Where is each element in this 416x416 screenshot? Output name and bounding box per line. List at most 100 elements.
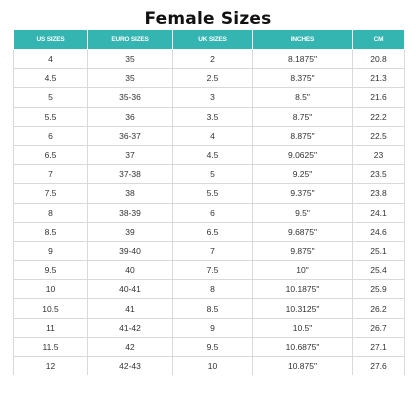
- inches-cell: 9.6875": [252, 221, 353, 242]
- uk-size-cell: 4.5: [172, 144, 253, 166]
- table-header: US SIZES EURO SIZES UK SIZES INCHES CM: [13, 29, 405, 50]
- us-size-cell: 10.5: [13, 298, 88, 319]
- table-row: 10 40-41 8 10.1875" 25.9: [13, 279, 405, 300]
- table-row: 5.5 36 3.5 8.75" 22.2: [13, 106, 405, 127]
- us-size-cell: 10: [13, 279, 88, 300]
- cm-cell: 25.1: [352, 240, 405, 262]
- us-size-cell: 11: [13, 317, 88, 338]
- size-chart-table: US SIZES EURO SIZES UK SIZES INCHES CM 4…: [13, 29, 405, 376]
- table-body: 4 35 2 8.1875" 20.8 4.5 35 2.5 8.375" 21.3 5 35-36 3…: [13, 48, 405, 376]
- table-row: 9 39-40 7 9.875" 25.1: [13, 240, 405, 262]
- euro-size-cell: 38-39: [87, 202, 173, 223]
- inches-cell: 9.25": [252, 164, 353, 185]
- cm-cell: 24.1: [352, 202, 405, 223]
- euro-size-cell: 39-40: [87, 240, 173, 262]
- inches-cell: 8.375": [252, 68, 353, 89]
- table-row: 11 41-42 9 10.5" 26.7: [13, 317, 405, 338]
- uk-size-cell: 4: [172, 125, 253, 146]
- euro-size-cell: 38: [87, 183, 173, 204]
- us-size-cell: 7: [13, 164, 88, 185]
- uk-size-cell: 2: [172, 48, 253, 70]
- table-row: 9.5 40 7.5 10" 25.4: [13, 260, 405, 281]
- header-row: US SIZES EURO SIZES UK SIZES INCHES CM: [13, 29, 405, 50]
- cm-cell: 22.2: [352, 106, 405, 127]
- us-size-cell: 6: [13, 125, 88, 146]
- table-row: 4.5 35 2.5 8.375" 21.3: [13, 68, 405, 89]
- uk-size-cell: 7: [172, 240, 253, 262]
- euro-size-cell: 35: [87, 68, 173, 89]
- euro-size-cell: 35-36: [87, 87, 173, 108]
- euro-size-cell: 42-43: [87, 356, 173, 376]
- table-row: 8.5 39 6.5 9.6875" 24.6: [13, 221, 405, 242]
- table-row: 12 42-43 10 10.875" 27.6: [13, 356, 405, 376]
- cm-cell: 27.6: [352, 356, 405, 376]
- uk-size-cell: 8.5: [172, 298, 253, 319]
- table-row: 4 35 2 8.1875" 20.8: [13, 48, 405, 70]
- uk-size-cell: 10: [172, 356, 253, 376]
- uk-size-cell: 9.5: [172, 336, 253, 358]
- cm-cell: 25.9: [352, 279, 405, 300]
- header-cm: CM: [352, 29, 405, 50]
- euro-size-cell: 40-41: [87, 279, 173, 300]
- uk-size-cell: 7.5: [172, 260, 253, 281]
- cm-cell: 23.5: [352, 164, 405, 185]
- uk-size-cell: 2.5: [172, 68, 253, 89]
- inches-cell: 8.75": [252, 106, 353, 127]
- uk-size-cell: 9: [172, 317, 253, 338]
- header-euro-sizes: EURO SIZES: [87, 29, 173, 50]
- cm-cell: 24.6: [352, 221, 405, 242]
- euro-size-cell: 41-42: [87, 317, 173, 338]
- cm-cell: 23: [352, 144, 405, 166]
- us-size-cell: 8: [13, 202, 88, 223]
- inches-cell: 9.375": [252, 183, 353, 204]
- uk-size-cell: 6: [172, 202, 253, 223]
- inches-cell: 8.1875": [252, 48, 353, 70]
- inches-cell: 10.1875": [252, 279, 353, 300]
- inches-cell: 10.6875": [252, 336, 353, 358]
- us-size-cell: 5.5: [13, 106, 88, 127]
- cm-cell: 21.6: [352, 87, 405, 108]
- cm-cell: 27.1: [352, 336, 405, 358]
- header-uk-sizes: UK SIZES: [172, 29, 253, 50]
- uk-size-cell: 5.5: [172, 183, 253, 204]
- euro-size-cell: 37: [87, 144, 173, 166]
- table-row: 6 36-37 4 8.875" 22.5: [13, 125, 405, 146]
- table-row: 5 35-36 3 8.5" 21.6: [13, 87, 405, 108]
- euro-size-cell: 41: [87, 298, 173, 319]
- us-size-cell: 5: [13, 87, 88, 108]
- table-row: 10.5 41 8.5 10.3125" 26.2: [13, 298, 405, 319]
- cm-cell: 22.5: [352, 125, 405, 146]
- us-size-cell: 7.5: [13, 183, 88, 204]
- table-row: 8 38-39 6 9.5" 24.1: [13, 202, 405, 223]
- table-row: 11.5 42 9.5 10.6875" 27.1: [13, 336, 405, 358]
- cm-cell: 26.2: [352, 298, 405, 319]
- us-size-cell: 8.5: [13, 221, 88, 242]
- euro-size-cell: 40: [87, 260, 173, 281]
- header-us-sizes: US SIZES: [13, 29, 88, 50]
- euro-size-cell: 42: [87, 336, 173, 358]
- inches-cell: 9.875": [252, 240, 353, 262]
- inches-cell: 8.5": [252, 87, 353, 108]
- inches-cell: 10.5": [252, 317, 353, 338]
- us-size-cell: 6.5: [13, 144, 88, 166]
- table-row: 6.5 37 4.5 9.0625" 23: [13, 144, 405, 166]
- inches-cell: 9.5": [252, 202, 353, 223]
- uk-size-cell: 3: [172, 87, 253, 108]
- euro-size-cell: 37-38: [87, 164, 173, 185]
- uk-size-cell: 6.5: [172, 221, 253, 242]
- inches-cell: 10.875": [252, 356, 353, 376]
- inches-cell: 9.0625": [252, 144, 353, 166]
- euro-size-cell: 35: [87, 48, 173, 70]
- us-size-cell: 9.5: [13, 260, 88, 281]
- inches-cell: 10": [252, 260, 353, 281]
- cm-cell: 25.4: [352, 260, 405, 281]
- us-size-cell: 11.5: [13, 336, 88, 358]
- cm-cell: 20.8: [352, 48, 405, 70]
- euro-size-cell: 36: [87, 106, 173, 127]
- cm-cell: 26.7: [352, 317, 405, 338]
- euro-size-cell: 36-37: [87, 125, 173, 146]
- cm-cell: 21.3: [352, 68, 405, 89]
- table-row: 7 37-38 5 9.25" 23.5: [13, 164, 405, 185]
- cm-cell: 23.8: [352, 183, 405, 204]
- uk-size-cell: 8: [172, 279, 253, 300]
